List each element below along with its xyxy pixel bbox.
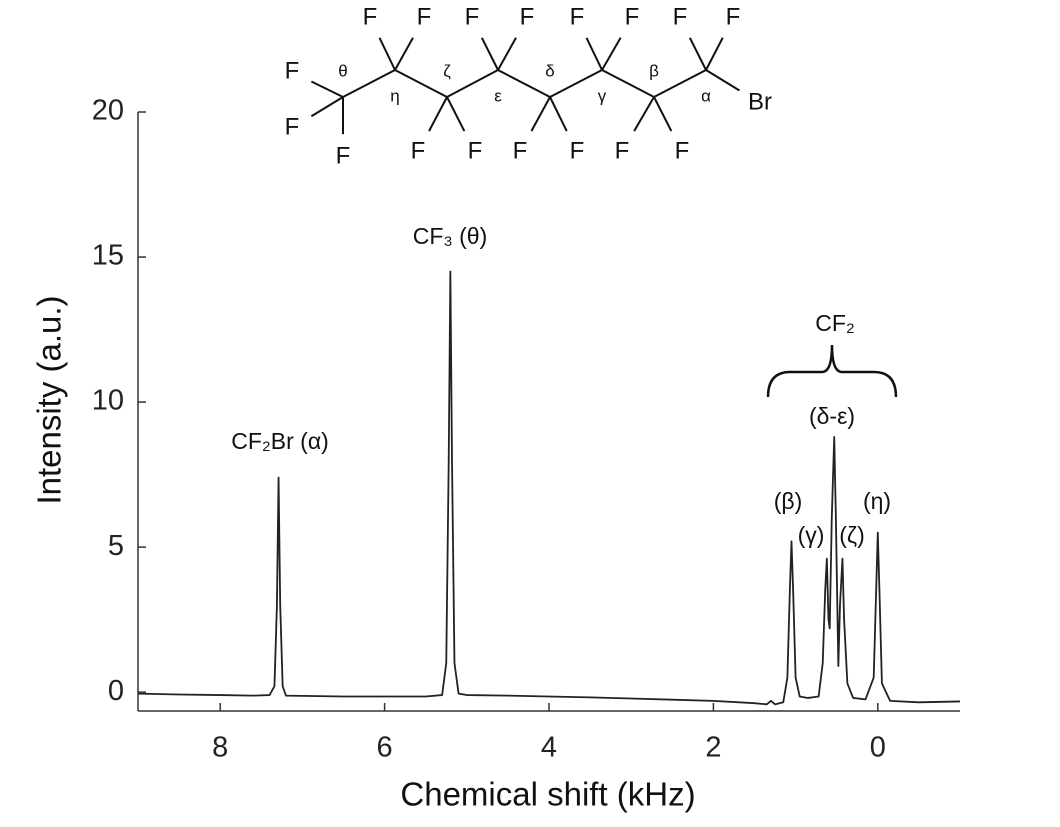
y-tick-label: 10	[92, 385, 124, 417]
atom-label: F	[675, 137, 690, 164]
bond	[394, 37, 414, 71]
atom-label: F	[570, 137, 585, 164]
bond	[394, 69, 448, 98]
position-label: ε	[494, 86, 502, 105]
atom-label: F	[363, 3, 378, 30]
bond	[446, 69, 499, 98]
atom-label: F	[570, 3, 585, 30]
bond	[705, 69, 741, 92]
position-label: η	[390, 86, 399, 105]
x-axis-label: Chemical shift (kHz)	[400, 776, 695, 813]
bond	[633, 96, 655, 132]
annotation: (η)	[863, 488, 891, 514]
annotation: (ζ)	[839, 522, 864, 548]
bond	[653, 96, 673, 132]
atom-label: F	[411, 137, 426, 164]
bond	[310, 96, 344, 118]
atom-label: F	[726, 3, 741, 30]
bond	[585, 37, 603, 71]
y-axis-label: Intensity (a.u.)	[31, 295, 68, 504]
bond	[530, 96, 551, 132]
bond	[549, 96, 568, 132]
atom-label: F	[417, 3, 432, 30]
position-label: θ	[338, 61, 347, 80]
bond	[497, 37, 517, 71]
annotation: (γ)	[798, 522, 825, 548]
bond	[378, 37, 396, 71]
bond	[446, 96, 466, 132]
bond	[601, 37, 622, 71]
bond	[688, 37, 707, 71]
x-tick-label: 6	[377, 732, 393, 764]
annotation: CF₃ (θ)	[413, 223, 488, 249]
y-tick-label: 15	[92, 240, 124, 272]
atom-label: F	[285, 113, 300, 140]
atom-label: F	[285, 57, 300, 84]
position-label: γ	[598, 86, 607, 105]
bond	[480, 37, 499, 71]
bond	[705, 37, 724, 71]
bond	[601, 69, 655, 98]
bond	[653, 69, 707, 98]
annotation: CF₂Br (α)	[231, 428, 329, 454]
bond	[428, 96, 448, 132]
position-label: α	[701, 86, 711, 105]
x-tick-label: 2	[705, 732, 721, 764]
bond	[549, 69, 603, 98]
atom-label: Br	[748, 88, 772, 115]
x-tick-label: 8	[212, 732, 228, 764]
annotation: CF₂	[815, 310, 855, 336]
position-label: δ	[545, 61, 554, 80]
atom-label: F	[513, 137, 528, 164]
atom-label: F	[468, 137, 483, 164]
atom-label: F	[465, 3, 480, 30]
y-tick-label: 20	[92, 95, 124, 127]
position-label: ζ	[443, 61, 451, 80]
atom-label: F	[520, 3, 535, 30]
atom-label: F	[336, 142, 351, 169]
atom-label: F	[615, 137, 630, 164]
annotation: (δ-ε)	[809, 403, 855, 429]
bracket	[766, 344, 898, 398]
bond	[310, 80, 344, 98]
bond	[342, 69, 396, 98]
y-tick-label: 5	[108, 530, 124, 562]
atom-label: F	[673, 3, 688, 30]
atom-label: F	[625, 3, 640, 30]
y-tick-label: 0	[108, 675, 124, 707]
bond	[497, 69, 551, 98]
x-tick-label: 0	[870, 732, 886, 764]
spectrum-line	[137, 270, 961, 706]
x-tick-label: 4	[541, 732, 557, 764]
position-label: β	[649, 61, 659, 80]
annotation: (β)	[774, 488, 803, 514]
